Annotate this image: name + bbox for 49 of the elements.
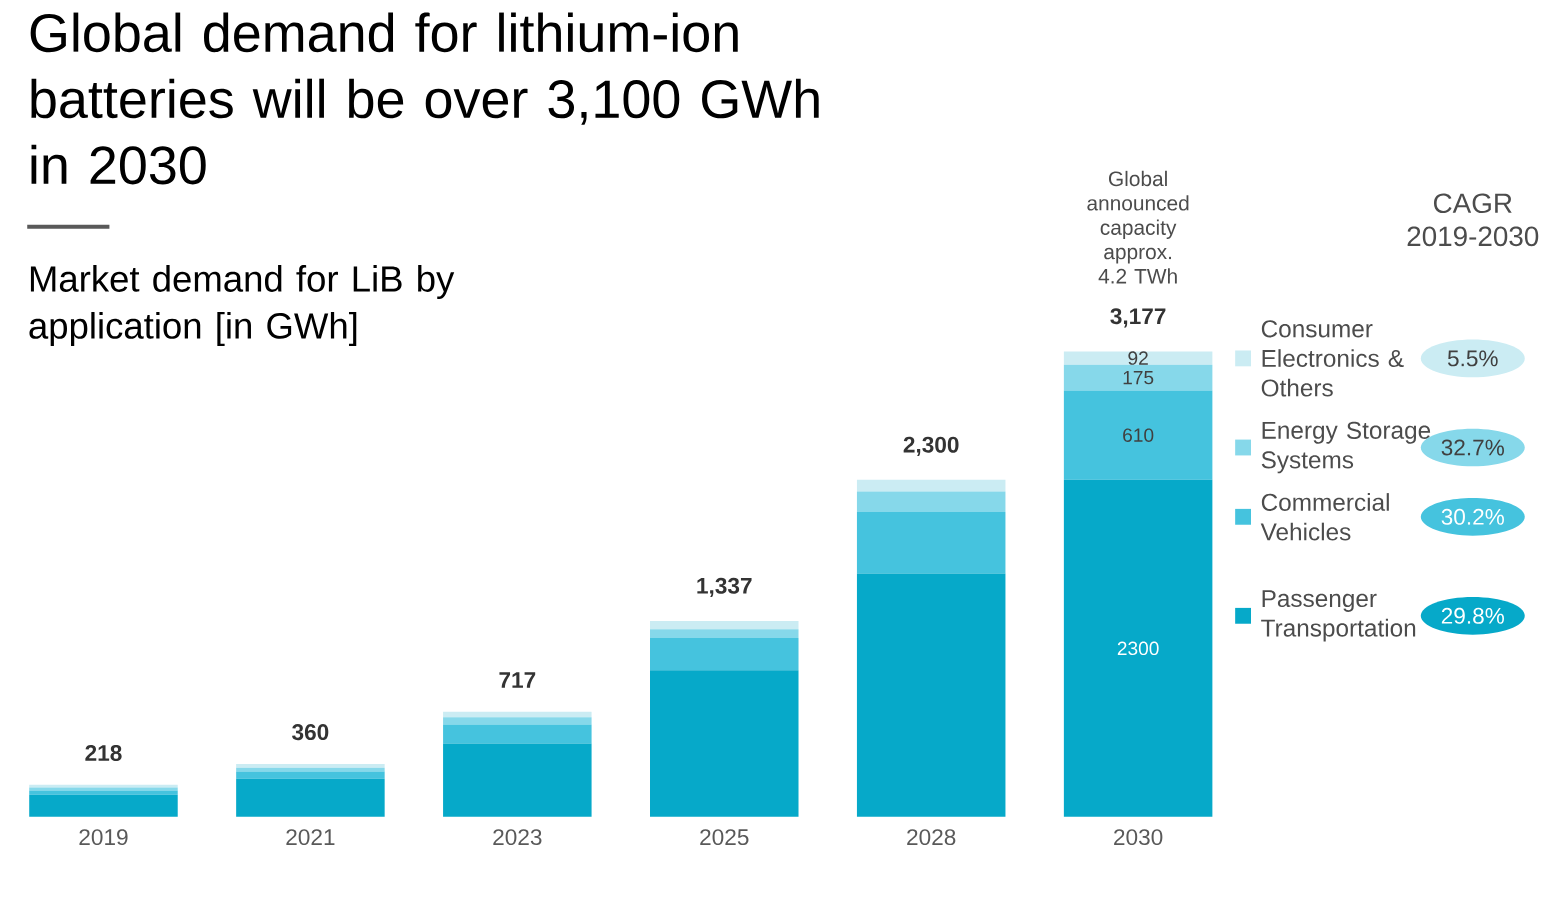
text: 30.2% [1441,508,1504,525]
x-tick-label: 2030 [1114,829,1163,846]
bar [443,717,592,725]
bar [650,629,799,639]
bar [29,790,178,795]
data-label: 2300 [1117,641,1159,656]
bar [650,670,799,817]
bar [1063,364,1213,391]
bar [650,638,799,671]
x-tick-label: 2019 [79,829,128,846]
bar [236,764,385,768]
text: 5.5% [1447,350,1498,367]
text: 29.8% [1441,607,1504,624]
legend-label: Passenger Transportation [1261,590,1416,642]
total-label: 218 [85,744,122,761]
bar [443,743,592,817]
legend-label: Consumer Electronics & Others [1261,320,1404,397]
total-label: 1,337 [697,577,752,597]
x-tick-label: 2023 [493,829,542,846]
bar [29,794,178,817]
bar [443,711,592,718]
bar [856,491,1006,513]
legend-label: Commercial Vehicles [1260,493,1389,541]
total-label: 2,300 [903,436,959,456]
x-tick-label: 2028 [907,829,956,846]
x-tick-label: 2025 [700,829,749,846]
text: Global announced capacity approx. 4.2 TWh [1087,170,1189,284]
bar [650,620,799,630]
bar [856,512,1006,574]
text: CAGR 2019-2030 [1407,193,1539,247]
bar [1063,479,1213,817]
data-label: 92 [1128,351,1148,365]
chart-subtitle: Market demand for LiB by application [in GWh] [29,265,455,347]
total-label: 717 [499,672,536,688]
bar [236,771,385,779]
bar [236,778,385,817]
total-label: 3,177 [1110,308,1166,328]
total-label: 360 [292,724,329,741]
text: 32.7% [1441,439,1504,456]
x-tick-label: 2021 [286,829,335,846]
bar [443,724,592,744]
bar [1063,390,1213,480]
bar [856,573,1006,817]
bar [856,479,1006,492]
legend-label: Energy Storage Systems [1261,421,1431,474]
bar [1063,351,1213,365]
chart-title: Global demand for lithium-ion batteries will be over 3,100 GWh in 2030 [30,12,819,185]
data-label: 175 [1123,371,1154,385]
data-label: 610 [1123,428,1154,442]
